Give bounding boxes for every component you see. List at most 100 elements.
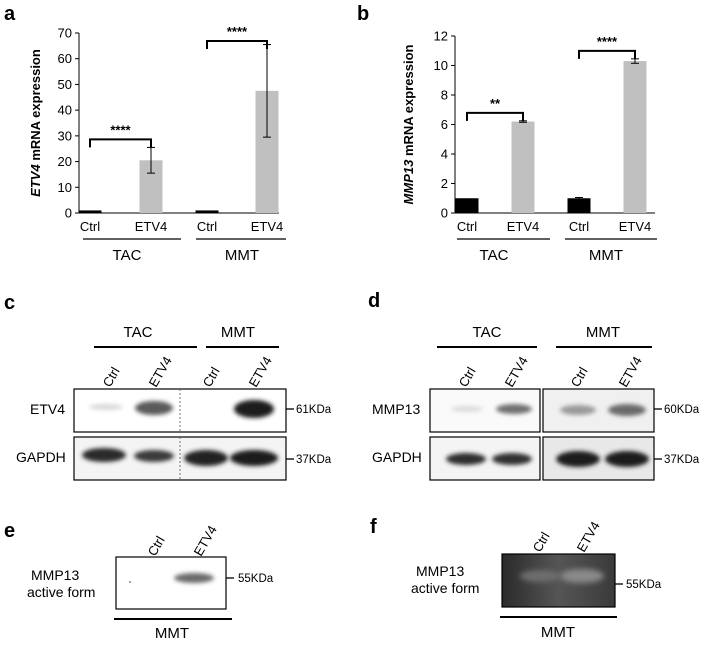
y-tick-label: 6 xyxy=(441,117,448,132)
panel-letter-b: b xyxy=(357,3,369,25)
bar xyxy=(78,210,102,213)
blot-band xyxy=(89,404,123,410)
size-marker: 37KDa xyxy=(664,454,700,466)
significance-bracket xyxy=(206,40,268,49)
lane-label-ctrl: Ctrl xyxy=(100,364,123,389)
blot-band xyxy=(82,448,126,462)
row-label: MMP13 xyxy=(31,567,79,583)
western-blot-e: Ctrl ETV4 MMP13 active form 55KDa MMT xyxy=(27,523,274,642)
blot-band xyxy=(184,450,228,466)
lane-label-ctrl: Ctrl xyxy=(200,364,223,389)
y-axis-label-text: mRNA expression xyxy=(401,44,416,159)
blot-band xyxy=(174,573,214,583)
category-label: ETV4 xyxy=(251,219,284,234)
lane-label-etv4: ETV4 xyxy=(616,354,645,390)
significance-bracket xyxy=(466,111,524,121)
group-label-mmt: MMT xyxy=(586,324,620,341)
blot-membrane xyxy=(115,556,227,610)
bar-chart-mmp13: 0 2 4 6 8 10 12 MMP13 mRNA expression Ctrl ETV4 Ct… xyxy=(401,29,657,264)
y-tick-label: 30 xyxy=(58,128,72,143)
western-blot-d: TAC MMT Ctrl ETV4 Ctrl ETV4 MMP13 GAPDH … xyxy=(372,324,700,481)
lane-label-ctrl: Ctrl xyxy=(456,364,479,389)
y-axis-label-gene: ETV4 xyxy=(28,164,43,197)
blot-band xyxy=(492,453,532,465)
y-tick-label: 0 xyxy=(441,206,448,221)
panel-letter-f: f xyxy=(370,516,377,538)
group-label: MMT xyxy=(225,247,259,264)
bar xyxy=(255,90,279,213)
category-label: Ctrl xyxy=(80,219,100,234)
bar xyxy=(455,198,479,213)
group-label: MMT xyxy=(589,247,623,264)
lane-label-ctrl: Ctrl xyxy=(568,364,591,389)
western-blot-f: Ctrl ETV4 MMP13 active form 55KDa MMT xyxy=(411,519,662,641)
blot-band xyxy=(134,450,174,462)
lane-label-etv4: ETV4 xyxy=(191,523,220,559)
row-label: ETV4 xyxy=(30,401,65,417)
blot-band xyxy=(608,404,646,416)
significance-bracket xyxy=(89,138,152,148)
y-axis-label-text: mRNA expression xyxy=(28,49,43,164)
size-marker: 55KDa xyxy=(238,573,274,585)
significance-label: **** xyxy=(110,122,131,137)
size-marker: 37KDa xyxy=(296,454,332,466)
bar xyxy=(511,121,535,213)
bar xyxy=(195,210,219,213)
significance-bracket xyxy=(578,49,636,59)
row-label: active form xyxy=(411,580,479,596)
bar xyxy=(623,61,647,214)
blot-band xyxy=(451,406,483,412)
significance-label: ** xyxy=(490,96,501,111)
y-tick-label: 20 xyxy=(58,154,72,169)
lane-label-ctrl: Ctrl xyxy=(530,529,553,554)
group-label-mmt: MMT xyxy=(221,324,255,341)
blot-band xyxy=(234,400,274,418)
panel-letter-a: a xyxy=(4,3,16,25)
group-label-mmt: MMT xyxy=(541,624,575,641)
blot-band xyxy=(556,451,600,467)
blot-band xyxy=(230,450,278,466)
lane-label-etv4: ETV4 xyxy=(246,354,275,390)
blot-band xyxy=(446,453,486,465)
bar-chart-etv4: 0 10 20 30 40 50 60 70 ETV4 mRNA expression Ctrl E… xyxy=(28,24,286,264)
category-label: ETV4 xyxy=(619,219,652,234)
lane-label-ctrl: Ctrl xyxy=(145,533,168,558)
panel-letter-d: d xyxy=(368,290,380,312)
blot-band xyxy=(135,401,173,415)
category-label: Ctrl xyxy=(457,219,477,234)
y-tick-label: 70 xyxy=(58,26,72,41)
y-tick-label: 60 xyxy=(58,51,72,66)
size-marker: 60KDa xyxy=(664,404,700,416)
group-label-mmt: MMT xyxy=(155,625,189,641)
y-tick-label: 0 xyxy=(65,206,72,221)
y-axis-label-gene: MMP13 xyxy=(401,159,416,205)
bar xyxy=(139,160,163,213)
y-tick-label: 10 xyxy=(434,58,448,73)
blot-band xyxy=(496,404,532,414)
group-label: TAC xyxy=(113,247,142,264)
category-label: Ctrl xyxy=(569,219,589,234)
western-blot-c: TAC MMT Ctrl ETV4 Ctrl ETV4 ETV4 GAPDH 6… xyxy=(16,324,332,481)
group-label: TAC xyxy=(480,247,509,264)
y-tick-label: 40 xyxy=(58,103,72,118)
blot-band xyxy=(560,569,604,583)
y-axis-label: MMP13 mRNA expression xyxy=(401,44,416,204)
significance-label: **** xyxy=(227,24,248,39)
category-label: ETV4 xyxy=(135,219,168,234)
lane-label-etv4: ETV4 xyxy=(146,354,175,390)
blot-band xyxy=(560,405,596,415)
lane-label-etv4: ETV4 xyxy=(574,519,603,555)
bar xyxy=(567,198,591,213)
blot-speck xyxy=(129,581,131,583)
y-tick-label: 2 xyxy=(441,176,448,191)
row-label: MMP13 xyxy=(416,563,464,579)
panel-letter-c: c xyxy=(4,292,15,314)
row-label: GAPDH xyxy=(372,449,422,465)
category-label: ETV4 xyxy=(507,219,540,234)
y-tick-label: 8 xyxy=(441,88,448,103)
y-tick-label: 4 xyxy=(441,147,448,162)
panel-letter-e: e xyxy=(4,520,15,542)
row-label: GAPDH xyxy=(16,449,66,465)
y-tick-label: 12 xyxy=(434,29,448,44)
significance-label: **** xyxy=(597,34,618,49)
